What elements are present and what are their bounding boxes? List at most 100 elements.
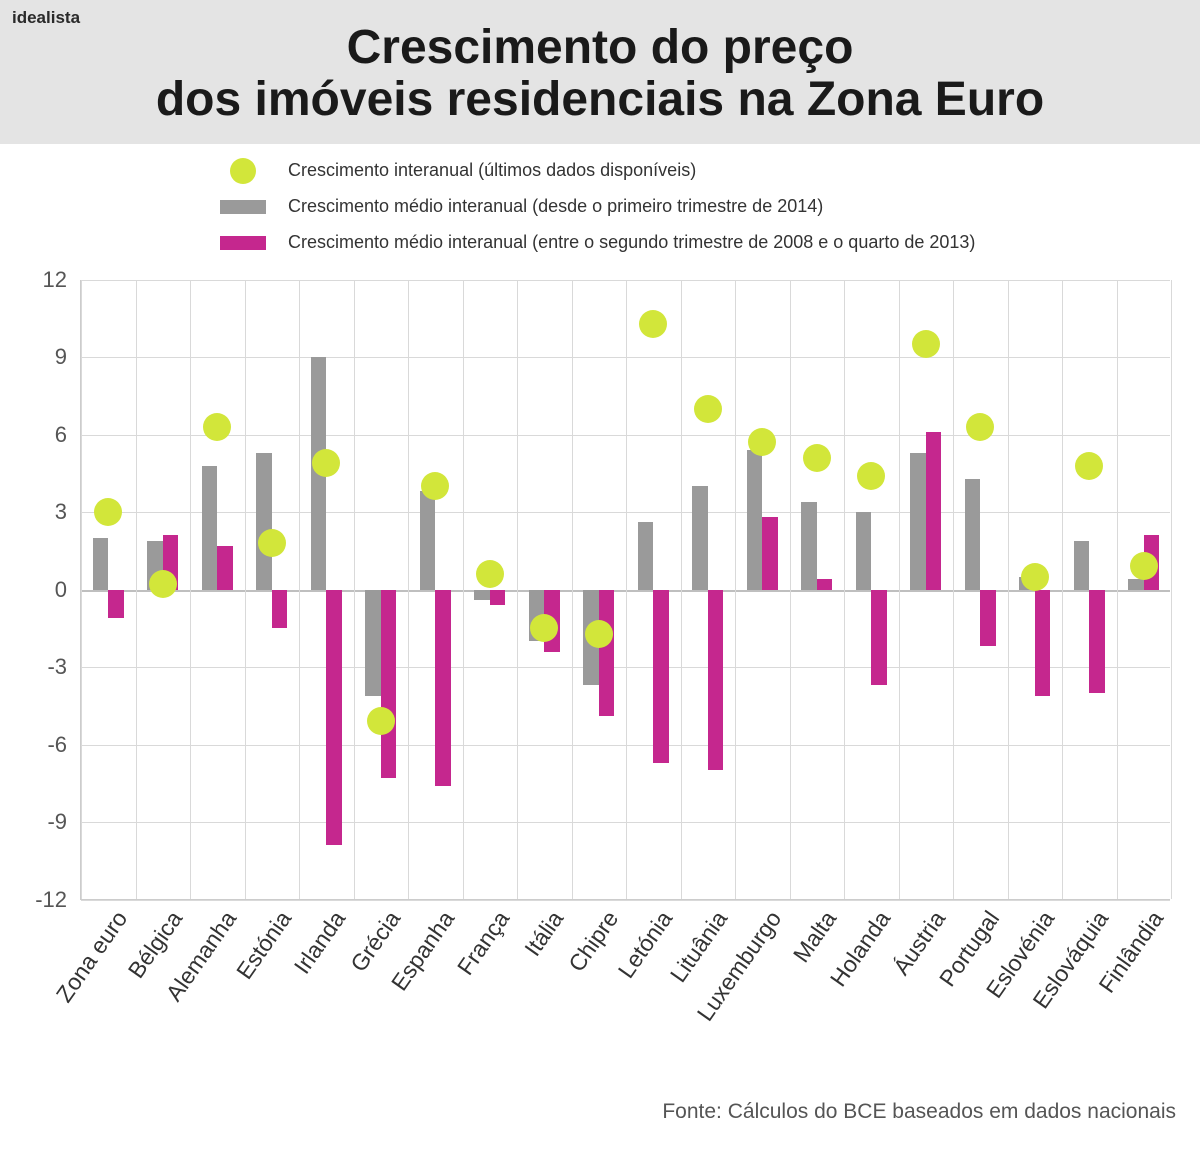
bar-gray <box>801 502 816 590</box>
scatter-dot <box>367 707 395 735</box>
gridline-vertical <box>844 280 845 899</box>
gridline-vertical <box>1062 280 1063 899</box>
legend-item: Crescimento médio interanual (desde o pr… <box>220 194 1200 220</box>
x-axis-category-label: Malta <box>787 906 841 968</box>
x-axis-labels: Zona euroBélgicaAlemanhaEstóniaIrlandaGr… <box>80 900 1170 1100</box>
bar-gray <box>1128 579 1143 589</box>
scatter-dot <box>694 395 722 423</box>
gridline-vertical <box>626 280 627 899</box>
legend-label: Crescimento médio interanual (entre o se… <box>288 232 975 253</box>
scatter-dot <box>857 462 885 490</box>
source-footnote: Fonte: Cálculos do BCE baseados em dados… <box>0 1100 1200 1130</box>
y-axis-label: 12 <box>43 267 81 293</box>
y-axis-label: -6 <box>47 732 81 758</box>
scatter-dot <box>585 620 613 648</box>
gridline-vertical <box>735 280 736 899</box>
scatter-dot <box>94 498 122 526</box>
bar-gray <box>256 453 271 590</box>
bar-gray <box>638 522 653 589</box>
x-axis-category-label: Zona euro <box>51 906 133 1007</box>
bar-gray <box>910 453 925 590</box>
x-axis-category-label: França <box>452 906 515 980</box>
bar-gray <box>202 466 217 590</box>
gridline-vertical <box>190 280 191 899</box>
y-axis-label: 6 <box>55 422 81 448</box>
scatter-dot <box>258 529 286 557</box>
bar-gray <box>474 590 489 600</box>
bar-magenta <box>108 590 123 618</box>
bar-gray <box>365 590 380 696</box>
scatter-dot <box>639 310 667 338</box>
legend-label: Crescimento interanual (últimos dados di… <box>288 160 696 181</box>
bar-magenta <box>599 590 614 717</box>
x-axis-category-label: Estónia <box>231 906 297 984</box>
gridline-vertical <box>1171 280 1172 899</box>
title-line-1: Crescimento do preço <box>347 21 854 74</box>
gridline-vertical <box>245 280 246 899</box>
scatter-dot <box>312 449 340 477</box>
bar-magenta <box>1035 590 1050 696</box>
bar-gray <box>1074 541 1089 590</box>
bar-gray <box>420 491 435 589</box>
bar-magenta <box>326 590 341 846</box>
gridline-vertical <box>408 280 409 899</box>
gridline-vertical <box>136 280 137 899</box>
scatter-dot <box>966 413 994 441</box>
scatter-dot <box>803 444 831 472</box>
bar-magenta <box>817 579 832 589</box>
gridline-vertical <box>899 280 900 899</box>
bar-gray <box>856 512 871 590</box>
title-line-2: dos imóveis residenciais na Zona Euro <box>156 73 1044 126</box>
bar-gray <box>93 538 108 590</box>
x-axis-category-label: Itália <box>519 906 569 961</box>
scatter-dot <box>1021 563 1049 591</box>
gridline-vertical <box>1008 280 1009 899</box>
gridline-vertical <box>517 280 518 899</box>
bar-magenta <box>381 590 396 779</box>
legend-item: Crescimento interanual (últimos dados di… <box>220 158 1200 184</box>
bar-magenta <box>435 590 450 786</box>
gridline-vertical <box>81 280 82 899</box>
legend-swatch-bar <box>220 194 266 220</box>
legend-item: Crescimento médio interanual (entre o se… <box>220 230 1200 256</box>
bar-magenta <box>272 590 287 629</box>
scatter-dot <box>1130 552 1158 580</box>
gridline-vertical <box>790 280 791 899</box>
gridline-vertical <box>463 280 464 899</box>
chart-legend: Crescimento interanual (últimos dados di… <box>0 144 1200 270</box>
chart-container: -12-9-6-3036912 Zona euroBélgicaAlemanha… <box>0 270 1200 1100</box>
bar-gray <box>965 479 980 590</box>
y-axis-label: 0 <box>55 577 81 603</box>
scatter-dot <box>1075 452 1103 480</box>
bar-gray <box>692 486 707 589</box>
gridline-vertical <box>572 280 573 899</box>
scatter-dot <box>421 472 449 500</box>
scatter-dot <box>748 428 776 456</box>
y-axis-label: 3 <box>55 499 81 525</box>
bar-magenta <box>1089 590 1104 693</box>
bar-magenta <box>217 546 232 590</box>
scatter-dot <box>476 560 504 588</box>
y-axis-label: -12 <box>35 887 81 913</box>
bar-magenta <box>926 432 941 590</box>
bar-magenta <box>871 590 886 686</box>
scatter-dot <box>912 330 940 358</box>
bar-gray <box>747 450 762 590</box>
bar-magenta <box>490 590 505 606</box>
y-axis-label: -3 <box>47 654 81 680</box>
scatter-dot <box>149 570 177 598</box>
gridline-vertical <box>681 280 682 899</box>
header: idealista Crescimento do preço dos imóve… <box>0 0 1200 144</box>
chart: -12-9-6-3036912 Zona euroBélgicaAlemanha… <box>80 280 1180 1100</box>
x-axis-category-label: Irlanda <box>289 906 351 979</box>
gridline-vertical <box>299 280 300 899</box>
gridline-vertical <box>953 280 954 899</box>
scatter-dot <box>530 614 558 642</box>
y-axis-label: -9 <box>47 809 81 835</box>
y-axis-label: 9 <box>55 344 81 370</box>
legend-label: Crescimento médio interanual (desde o pr… <box>288 196 823 217</box>
legend-swatch-bar <box>220 230 266 256</box>
page-title: Crescimento do preço dos imóveis residen… <box>12 22 1188 126</box>
bar-magenta <box>762 517 777 589</box>
chart-plot-area: -12-9-6-3036912 <box>80 280 1170 900</box>
